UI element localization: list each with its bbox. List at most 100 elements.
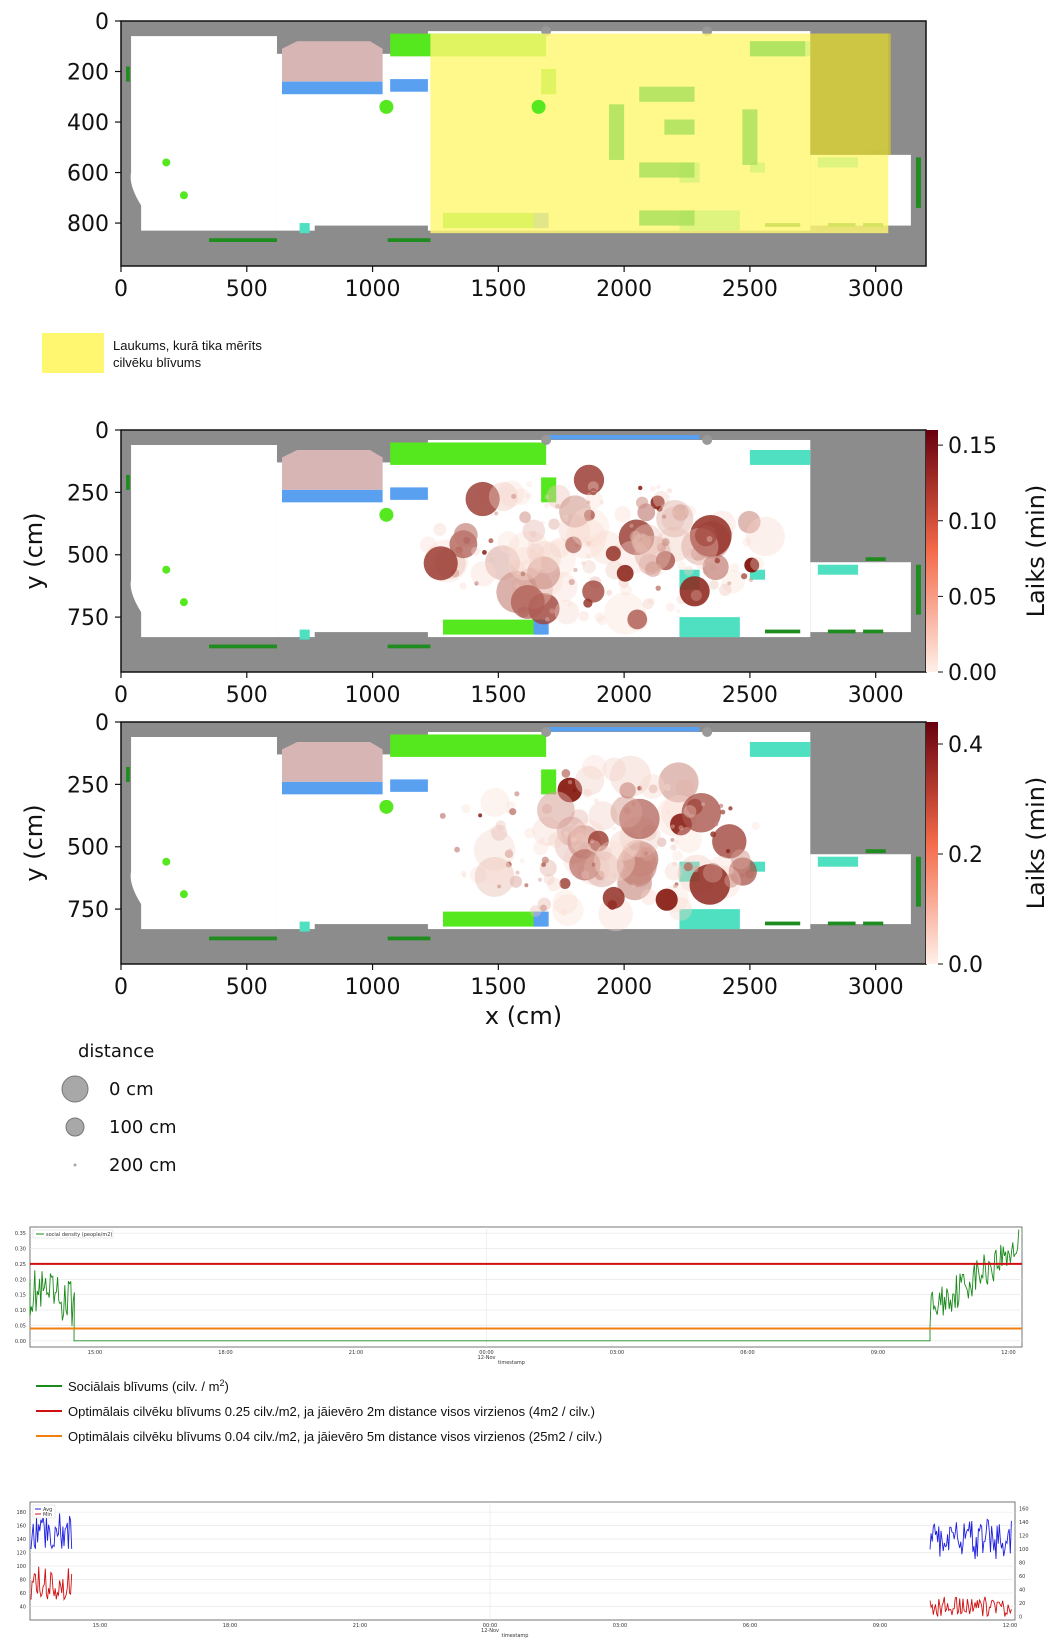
map3-heat-point [478,813,483,818]
map3-heat-point [560,908,568,916]
map2-heat-point [581,561,586,566]
ts1-ytick-label: 0.30 [15,1247,26,1253]
ts1-xtick-label: 00:00 [479,1350,493,1356]
map2-xtick-label: 2000 [596,683,652,708]
blue-bench-mid [390,79,428,92]
map2-heat-point [748,577,754,582]
ts1-xtick-label: 03:00 [610,1350,624,1356]
blue-bench-left [282,81,383,95]
map2-cbar-tick-label: 0.05 [948,585,997,610]
size-legend-label-0cm: 0 cm [109,1079,154,1100]
map3-heat-point [725,848,731,854]
map3-heat-point [588,840,601,854]
blue-bench-left [282,489,383,503]
map3-heat-point [474,856,515,897]
map2-ytick-label: 250 [67,481,109,506]
map1-xtick-label: 2000 [596,277,652,302]
ts2-ytick-left: 60 [20,1591,26,1597]
dark-green-strip-2 [387,238,431,243]
map3-heat-point [529,905,542,917]
map2-heat-point [745,516,785,557]
map3-heat-point [491,824,508,841]
map3-heat-point [583,788,592,798]
seat-block-5 [749,41,806,57]
map2-heat-point [582,580,605,603]
map3-heat-point [582,754,607,780]
dark-green-strip-7 [915,564,921,615]
map2-heat-point [562,515,569,522]
map3-heat-point [681,793,722,833]
measurement-area-legend: Laukums, kurā tika mērīts cilvēku blīvum… [42,333,262,373]
map2-cbar-label: Laiks (min) [1022,485,1046,618]
map2-heat-point [709,579,719,590]
density-legend: Sociālais blīvums (cilv. / m2) Optimālai… [36,1378,602,1444]
teal-item-small [299,921,310,932]
ts1-ytick-label: 0.05 [15,1323,26,1329]
map3-ytick-label: 250 [67,773,109,798]
map2-heat-point [423,546,458,581]
dark-green-strip-1 [209,644,277,649]
map2-heat-point [631,524,663,556]
map2-heat-point [741,573,748,580]
green-counter-top [390,734,547,757]
size-legend-title: distance [78,1041,154,1062]
map3-ylabel: y (cm) [20,804,48,881]
floor-left-room [130,36,277,231]
map2-heat-point [672,511,677,516]
map3-heat-point [571,836,577,843]
map2-xtick-label: 2500 [722,683,778,708]
map2-heat-point [727,581,732,586]
map3-heat-point [683,862,693,872]
dark-green-strip-7 [915,157,921,208]
map2-heat-point [555,503,561,509]
size-legend-marker-0cm [61,1075,89,1103]
map3-heat-point [539,859,557,877]
map2-heat-point [662,514,667,519]
map3-heat-point [588,801,618,831]
ts2-xlabel: timestamp [502,1633,529,1639]
grey-dot-2 [702,26,713,37]
map2-heat-point [616,564,634,582]
size-legend-marker-100cm [65,1117,85,1137]
map3-ytick-label: 0 [95,711,109,736]
ts1-xtick-label: 21:00 [349,1350,363,1356]
map3-heat-point [483,857,512,886]
map2-heat-point [527,539,535,547]
dark-green-strip-5 [863,921,884,926]
map3-heat-point [648,784,658,794]
map3-heat-point [602,886,625,909]
map3-heat-point [670,824,675,829]
map2-heat-point [714,557,721,564]
map2-heat-point [599,500,604,505]
dark-green-strip-2 [387,644,431,649]
ts2-avg-series-end [929,1518,1012,1560]
map2-heat-point [750,556,764,571]
grey-dot-2 [702,726,713,737]
map2-heat-point [485,545,520,581]
map2-heat-point [629,530,641,543]
map2-heat-point [744,520,758,534]
map2-heat-point [684,505,697,517]
map2-heat-point [573,464,605,496]
map3-heat-point [658,762,699,803]
size-legend-marker-200cm [73,1163,77,1167]
green-dot-1 [162,857,171,866]
ts2-ytick-right: 160 [1019,1507,1029,1513]
map3-heat-point [539,837,545,843]
map3-heat-point [533,840,548,856]
dark-green-strip-1 [209,238,277,243]
map3-heat-point [724,873,739,888]
map3-heat-point [504,849,514,859]
map2-heat-point [522,519,546,543]
map2-heat-point [666,488,673,494]
map3-heat-point [548,832,564,848]
map3-heat-point [640,888,658,906]
map2-heat-point [573,567,578,573]
teal-furniture-2 [679,909,740,930]
map3-heat-point [609,755,652,797]
grey-dot-1 [541,26,552,37]
map2-heat-point [744,557,760,573]
map2-heat-point [656,505,663,512]
map3-heat-point [593,840,636,882]
ts1-xtick-label: 12:00 [1001,1350,1015,1356]
